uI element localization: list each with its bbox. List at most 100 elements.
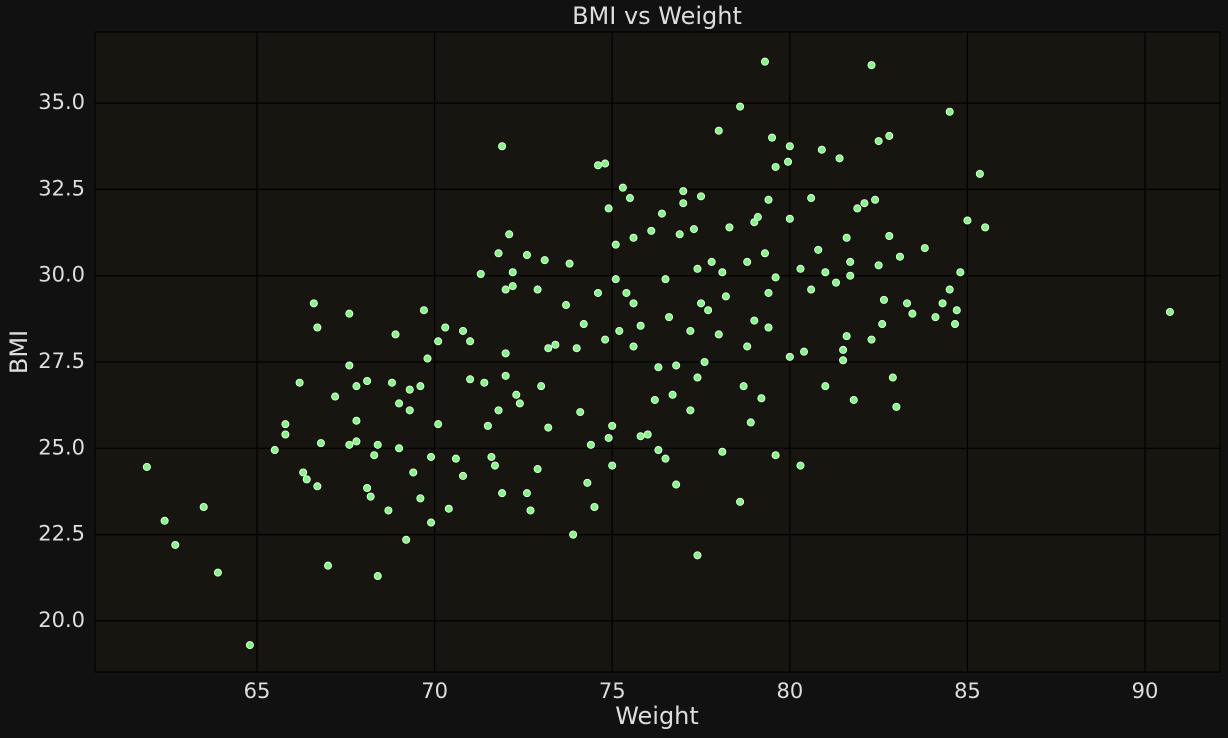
point — [661, 275, 670, 284]
point — [693, 264, 702, 273]
point — [544, 423, 553, 432]
point — [846, 257, 855, 266]
point — [835, 154, 844, 163]
point — [572, 344, 581, 353]
point — [533, 465, 542, 474]
point — [345, 361, 354, 370]
point — [384, 506, 393, 515]
point — [908, 309, 917, 318]
point — [945, 107, 954, 116]
point — [700, 358, 709, 367]
point — [608, 461, 617, 470]
y-axis-label: BMI — [5, 330, 33, 374]
point — [270, 446, 279, 455]
point — [363, 376, 372, 385]
point — [746, 418, 755, 427]
point — [757, 394, 766, 403]
point — [879, 295, 888, 304]
point — [373, 572, 382, 581]
point — [951, 320, 960, 329]
point — [849, 395, 858, 404]
point — [480, 378, 489, 387]
x-tick-label: 90 — [1132, 679, 1159, 703]
point — [650, 395, 659, 404]
point — [743, 342, 752, 351]
point — [544, 344, 553, 353]
point — [604, 433, 613, 442]
point — [952, 306, 961, 315]
point — [562, 301, 571, 310]
point — [839, 345, 848, 354]
point — [721, 292, 730, 301]
point — [622, 288, 631, 297]
point — [625, 194, 634, 203]
point — [895, 252, 904, 261]
point — [313, 323, 322, 332]
point — [784, 157, 793, 166]
point — [366, 492, 375, 501]
point — [171, 540, 180, 549]
point — [963, 216, 972, 225]
point — [693, 373, 702, 382]
point — [533, 285, 542, 294]
point — [593, 288, 602, 297]
point — [565, 259, 574, 268]
point — [839, 356, 848, 365]
point — [324, 561, 333, 570]
point — [643, 430, 652, 439]
point — [764, 288, 773, 297]
point — [579, 320, 588, 329]
point — [707, 257, 716, 266]
point — [281, 420, 290, 429]
point — [487, 452, 496, 461]
point — [714, 126, 723, 135]
point — [402, 535, 411, 544]
point — [352, 437, 361, 446]
point — [583, 478, 592, 487]
point — [689, 225, 698, 234]
point — [505, 230, 514, 239]
point — [405, 385, 414, 394]
point — [629, 342, 638, 351]
point — [245, 641, 254, 650]
point — [281, 430, 290, 439]
point — [515, 399, 524, 408]
point — [785, 352, 794, 361]
point — [601, 159, 610, 168]
point — [654, 446, 663, 455]
point — [654, 363, 663, 372]
point — [665, 313, 674, 322]
point — [611, 275, 620, 284]
point — [679, 199, 688, 208]
x-tick-label: 85 — [954, 679, 981, 703]
point — [522, 250, 531, 259]
point — [672, 361, 681, 370]
point — [405, 406, 414, 415]
point — [800, 347, 809, 356]
point — [817, 145, 826, 154]
point — [867, 335, 876, 344]
point — [675, 230, 684, 239]
point — [1165, 307, 1174, 316]
point — [693, 551, 702, 560]
point — [853, 204, 862, 213]
point — [931, 313, 940, 322]
point — [416, 494, 425, 503]
point — [522, 489, 531, 498]
point — [316, 439, 325, 448]
point — [434, 337, 443, 346]
point — [501, 285, 510, 294]
point — [750, 316, 759, 325]
point — [807, 285, 816, 294]
point — [345, 440, 354, 449]
point — [576, 408, 585, 417]
point — [657, 209, 666, 218]
point — [846, 271, 855, 280]
point — [498, 489, 507, 498]
plot-area — [94, 31, 1221, 673]
point — [672, 480, 681, 489]
point — [512, 390, 521, 399]
point — [764, 323, 773, 332]
point — [160, 516, 169, 525]
